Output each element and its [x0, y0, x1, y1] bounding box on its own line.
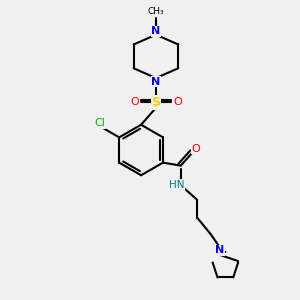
Text: CH₃: CH₃: [148, 7, 164, 16]
Text: N: N: [215, 245, 224, 255]
Text: N: N: [151, 26, 160, 36]
Text: O: O: [173, 97, 182, 106]
Text: N: N: [151, 76, 160, 87]
Text: O: O: [130, 97, 139, 106]
Text: Cl: Cl: [94, 118, 105, 128]
Text: O: O: [191, 144, 200, 154]
Text: S: S: [152, 96, 160, 109]
Text: HN: HN: [169, 180, 184, 190]
